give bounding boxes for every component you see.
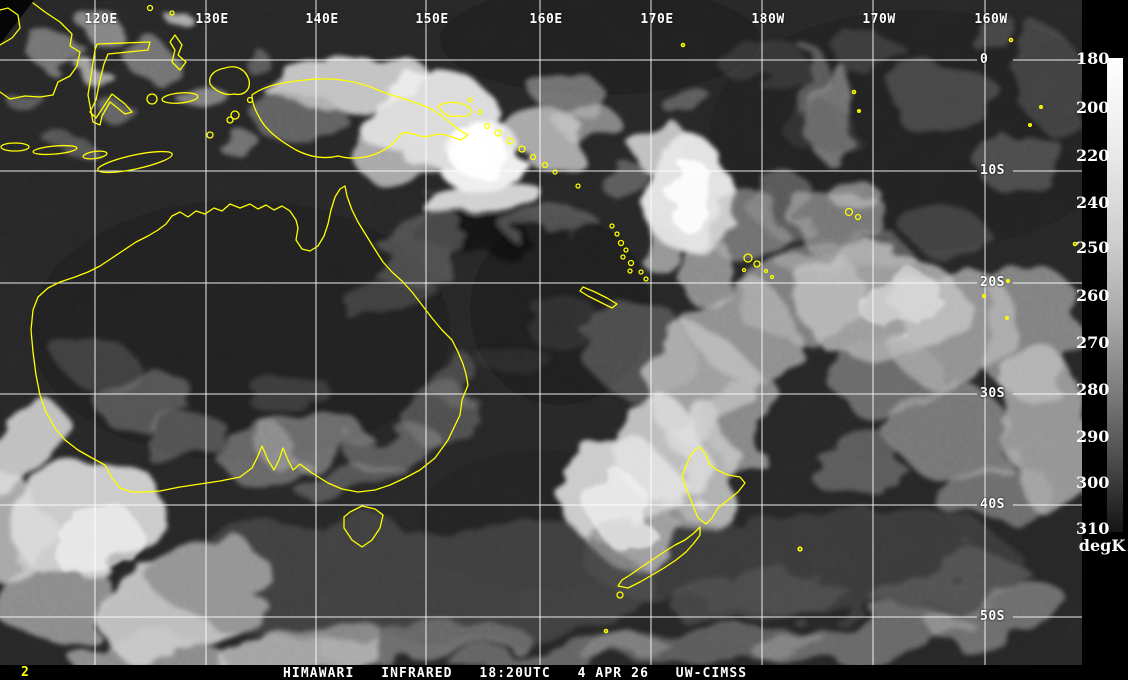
footer-bar: 2 HIMAWARI INFRARED 18:20UTC 4 APR 26 UW…: [0, 665, 1082, 680]
colorbar-tick: 200: [1076, 98, 1110, 117]
colorbar-tick: 260: [1076, 286, 1110, 305]
latitude-label: 0: [980, 52, 989, 67]
longitude-label: 130E: [195, 12, 229, 27]
nz-north-island-coastline: [681, 446, 746, 525]
latitude-label: 40S: [980, 497, 1005, 512]
longitude-label: 160E: [529, 12, 563, 27]
stewart-island: [616, 591, 624, 599]
longitude-label: 150E: [415, 12, 449, 27]
indonesia-coastlines: [0, 2, 254, 174]
latitude-label: 10S: [980, 163, 1005, 178]
coastline-layer: [0, 2, 1078, 634]
colorbar-tick: 220: [1076, 146, 1110, 165]
colorbar-tick: 280: [1076, 380, 1110, 399]
frame-number: 2: [21, 665, 29, 680]
atoll-specks: [603, 37, 1078, 634]
colorbar-tick: 310: [1076, 519, 1110, 538]
new-caledonia-coastline: [579, 286, 618, 309]
vanuatu-islands: [609, 223, 649, 282]
colorbar-tick: 300: [1076, 473, 1110, 492]
longitude-label: 170W: [862, 12, 896, 27]
colorbar-tick: 180: [1076, 49, 1110, 68]
latitude-label: 50S: [980, 609, 1005, 624]
birds-head-coastline: [208, 66, 250, 96]
colorbar-panel: 180 200 220 240 250 260 270 280 290 300 310 degK: [1076, 0, 1128, 680]
latitude-label: 20S: [980, 275, 1005, 290]
solomon-islands: [467, 97, 581, 189]
image-caption: HIMAWARI INFRARED 18:20UTC 4 APR 26 UW-C…: [283, 666, 748, 680]
colorbar-gradient: [1107, 58, 1123, 532]
colorbar-tick: 240: [1076, 193, 1110, 212]
colorbar-tick: 290: [1076, 427, 1110, 446]
longitude-label: 170E: [640, 12, 674, 27]
new-britain-coastline: [437, 101, 472, 118]
graticule-layer: [0, 0, 1082, 665]
longitude-label: 140E: [305, 12, 339, 27]
colorbar-unit-label: degK: [1078, 536, 1126, 555]
fiji-samoa-islands: [741, 207, 862, 280]
satellite-map: 120E 130E 140E 150E 160E 170E 180W 170W 160W 0 10…: [0, 0, 1082, 665]
longitude-label: 180W: [751, 12, 785, 27]
australia-coastline: [30, 185, 469, 493]
satellite-image: [0, 0, 1082, 665]
tasmania-coastline: [343, 505, 384, 548]
nz-south-island-coastline: [617, 526, 701, 589]
corner-wedge: [0, 0, 34, 44]
colorbar-tick: 270: [1076, 333, 1110, 352]
colorbar-tick: 250: [1076, 238, 1110, 257]
longitude-label: 160W: [974, 12, 1008, 27]
longitude-label: 120E: [84, 12, 118, 27]
film-grain-overlay: [0, 0, 1082, 665]
new-guinea-coastline: [251, 78, 469, 159]
latitude-label: 30S: [980, 386, 1005, 401]
